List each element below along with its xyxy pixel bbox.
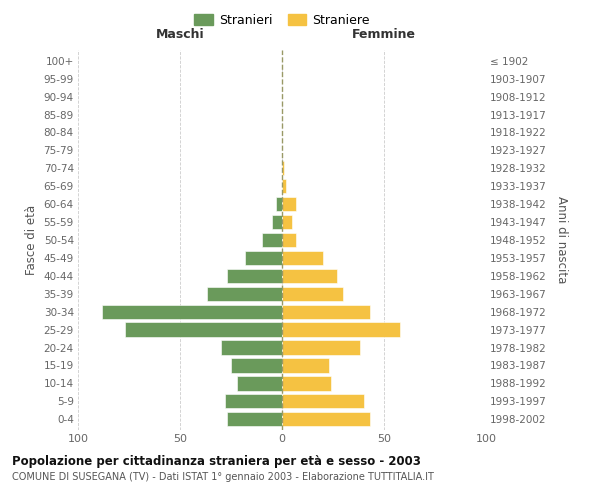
Bar	[282, 268, 337, 283]
Y-axis label: Anni di nascita: Anni di nascita	[555, 196, 568, 284]
Bar	[282, 233, 296, 247]
Bar	[103, 304, 282, 319]
Text: Femmine: Femmine	[352, 28, 416, 41]
Bar	[125, 322, 282, 337]
Bar	[282, 251, 323, 265]
Bar	[221, 340, 282, 354]
Bar	[282, 179, 286, 194]
Bar	[282, 358, 329, 372]
Bar	[225, 394, 282, 408]
Bar	[237, 376, 282, 390]
Y-axis label: Fasce di età: Fasce di età	[25, 205, 38, 275]
Bar	[227, 268, 282, 283]
Bar	[282, 286, 343, 301]
Text: COMUNE DI SUSEGANA (TV) - Dati ISTAT 1° gennaio 2003 - Elaborazione TUTTITALIA.I: COMUNE DI SUSEGANA (TV) - Dati ISTAT 1° …	[12, 472, 434, 482]
Bar	[282, 376, 331, 390]
Bar	[282, 322, 400, 337]
Bar	[245, 251, 282, 265]
Bar	[282, 197, 296, 212]
Bar	[282, 215, 292, 229]
Bar	[262, 233, 282, 247]
Bar	[227, 412, 282, 426]
Bar	[282, 340, 359, 354]
Text: Maschi: Maschi	[155, 28, 205, 41]
Legend: Stranieri, Straniere: Stranieri, Straniere	[194, 14, 370, 26]
Bar	[282, 394, 364, 408]
Bar	[206, 286, 282, 301]
Bar	[272, 215, 282, 229]
Bar	[282, 161, 284, 176]
Bar	[276, 197, 282, 212]
Text: Popolazione per cittadinanza straniera per età e sesso - 2003: Popolazione per cittadinanza straniera p…	[12, 455, 421, 468]
Bar	[231, 358, 282, 372]
Bar	[282, 412, 370, 426]
Bar	[282, 304, 370, 319]
